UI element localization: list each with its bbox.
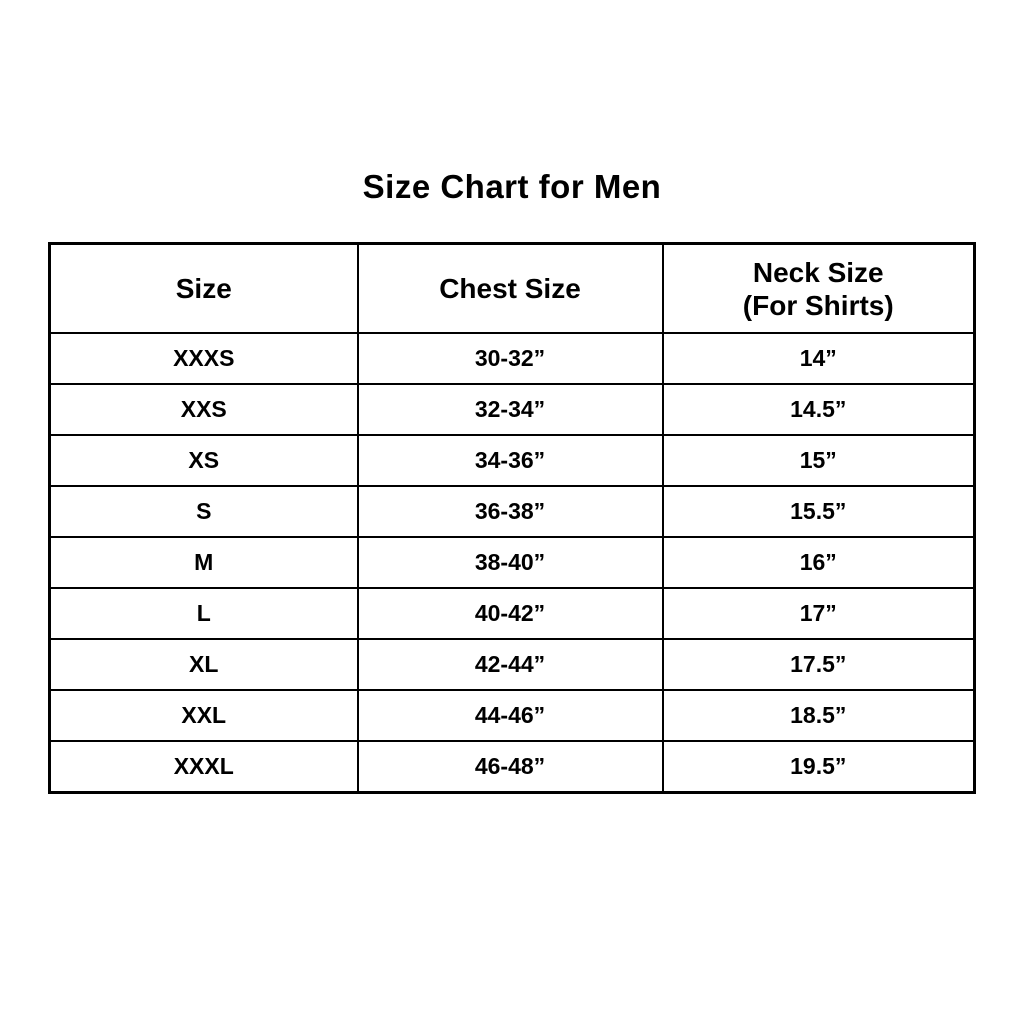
page-title: Size Chart for Men bbox=[362, 168, 662, 205]
neck-column-header: Neck Size (For Shirts) bbox=[661, 242, 976, 334]
neck-header-line1: Neck Size bbox=[752, 256, 884, 288]
neck-cell: 18.5” bbox=[661, 689, 976, 742]
chest-cell: 34-36” bbox=[356, 434, 664, 487]
chest-cell: 36-38” bbox=[356, 485, 664, 538]
chest-cell: 32-34” bbox=[356, 383, 664, 436]
table-header: Size Chest Size Neck Size (For Shirts) bbox=[48, 242, 976, 334]
table-row: XXL 44-46” 18.5” bbox=[48, 689, 976, 742]
chest-cell: 40-42” bbox=[356, 587, 664, 640]
table-row: XL 42-44” 17.5” bbox=[48, 638, 976, 691]
chest-cell: 44-46” bbox=[356, 689, 664, 742]
size-cell: XXXS bbox=[48, 332, 359, 385]
size-cell: S bbox=[48, 485, 359, 538]
table-row: XXS 32-34” 14.5” bbox=[48, 383, 976, 436]
size-column-header: Size bbox=[48, 242, 359, 334]
size-cell: XXXL bbox=[48, 740, 359, 794]
neck-cell: 15.5” bbox=[661, 485, 976, 538]
size-cell: XXL bbox=[48, 689, 359, 742]
size-chart-table: Size Chest Size Neck Size (For Shirts) X… bbox=[48, 242, 976, 794]
neck-cell: 17” bbox=[661, 587, 976, 640]
chest-cell: 38-40” bbox=[356, 536, 664, 589]
neck-header-line2: (For Shirts) bbox=[742, 289, 894, 321]
chest-column-header: Chest Size bbox=[356, 242, 664, 334]
header-row: Size Chest Size Neck Size (For Shirts) bbox=[48, 242, 976, 334]
size-cell: M bbox=[48, 536, 359, 589]
size-cell: L bbox=[48, 587, 359, 640]
neck-cell: 14” bbox=[661, 332, 976, 385]
table-row: XS 34-36” 15” bbox=[48, 434, 976, 487]
neck-cell: 19.5” bbox=[661, 740, 976, 794]
neck-cell: 16” bbox=[661, 536, 976, 589]
chest-cell: 46-48” bbox=[356, 740, 664, 794]
size-cell: XXS bbox=[48, 383, 359, 436]
table-body: XXXS 30-32” 14” XXS 32-34” 14.5” XS 34-3… bbox=[48, 332, 976, 794]
neck-cell: 15” bbox=[661, 434, 976, 487]
table-row: M 38-40” 16” bbox=[48, 536, 976, 589]
table-row: XXXS 30-32” 14” bbox=[48, 332, 976, 385]
size-cell: XS bbox=[48, 434, 359, 487]
size-cell: XL bbox=[48, 638, 359, 691]
neck-cell: 17.5” bbox=[661, 638, 976, 691]
table-row: L 40-42” 17” bbox=[48, 587, 976, 640]
table-row: S 36-38” 15.5” bbox=[48, 485, 976, 538]
table-row: XXXL 46-48” 19.5” bbox=[48, 740, 976, 794]
chest-cell: 30-32” bbox=[356, 332, 664, 385]
chest-cell: 42-44” bbox=[356, 638, 664, 691]
neck-cell: 14.5” bbox=[661, 383, 976, 436]
